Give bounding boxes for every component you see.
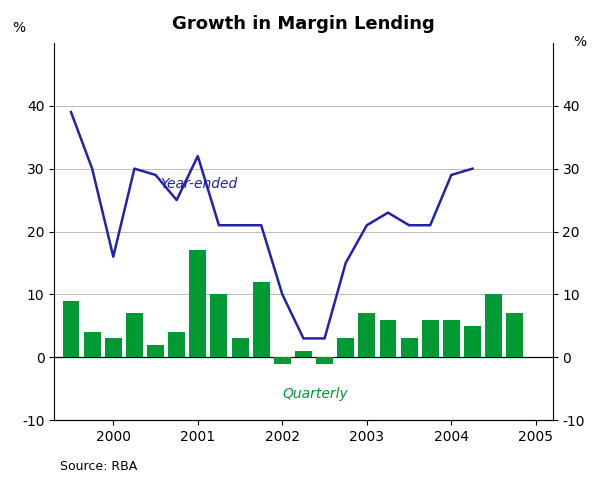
Bar xyxy=(274,357,291,364)
Bar xyxy=(62,301,79,357)
Bar xyxy=(105,338,122,357)
Bar xyxy=(464,326,481,357)
Bar xyxy=(422,320,439,357)
Bar xyxy=(380,320,397,357)
Bar xyxy=(485,294,502,357)
Bar xyxy=(337,338,354,357)
Bar xyxy=(443,320,460,357)
Bar xyxy=(506,313,523,357)
Bar xyxy=(147,345,164,357)
Bar xyxy=(83,332,101,357)
Bar xyxy=(316,357,333,364)
Bar xyxy=(232,338,248,357)
Bar xyxy=(168,332,185,357)
Bar xyxy=(126,313,143,357)
Title: Growth in Margin Lending: Growth in Margin Lending xyxy=(172,15,435,33)
Bar xyxy=(253,282,269,357)
Bar xyxy=(295,351,312,357)
Text: Quarterly: Quarterly xyxy=(283,387,348,401)
Bar xyxy=(190,250,206,357)
Y-axis label: %: % xyxy=(574,35,587,49)
Bar xyxy=(401,338,418,357)
Text: Year-ended: Year-ended xyxy=(160,176,237,191)
Bar xyxy=(211,294,227,357)
Bar xyxy=(358,313,375,357)
Text: Source: RBA: Source: RBA xyxy=(60,460,137,473)
Y-axis label: %: % xyxy=(13,22,26,35)
